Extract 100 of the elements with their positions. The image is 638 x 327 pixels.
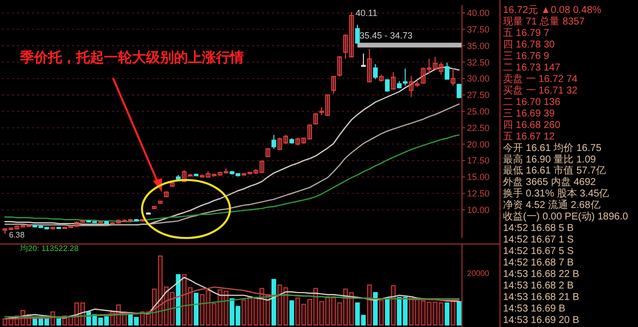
annotation: 40.11 xyxy=(355,8,378,18)
candlestick xyxy=(224,168,228,174)
y-tick-label: 10.00 xyxy=(467,204,490,215)
y-tick-label: 32.50 xyxy=(467,57,490,68)
bar xyxy=(456,301,462,326)
candlestick xyxy=(212,173,216,177)
annotation: 季价托，托起一轮大级别的上涨行情 xyxy=(19,49,244,65)
text: 最高 16.90 量比 1.09 xyxy=(503,153,596,166)
bar xyxy=(242,300,246,326)
candlestick xyxy=(343,34,348,60)
bar xyxy=(337,302,342,326)
candlestick xyxy=(414,80,420,88)
text: 三 16.76 9 xyxy=(503,51,550,62)
text: 14:52 16.67 1 S xyxy=(503,234,574,246)
bar xyxy=(277,284,282,326)
candlestick xyxy=(402,68,408,86)
candlestick xyxy=(355,24,360,44)
bar xyxy=(444,302,450,326)
bar xyxy=(56,318,62,326)
text: 二 16.73 147 xyxy=(503,62,561,74)
text: 五 16.79 7 xyxy=(503,28,550,40)
text: 14:53 16.68 21 B xyxy=(503,292,580,303)
candlestick xyxy=(295,137,300,146)
text: 14:53 16.68 2 B xyxy=(503,280,574,292)
y-tick-label: 37.50 xyxy=(467,24,490,34)
band-label: 35.45 - 34.73 xyxy=(359,30,412,41)
bar xyxy=(301,304,306,326)
text: 20000 xyxy=(467,268,490,278)
bar xyxy=(2,318,8,326)
text: 三 16.69 39 xyxy=(503,108,556,120)
bar xyxy=(200,294,204,326)
candlestick xyxy=(242,172,246,176)
candlestick xyxy=(62,226,68,230)
text: 14:52 16.68 7 B xyxy=(503,257,574,268)
candlestick xyxy=(14,225,20,230)
candlestick xyxy=(218,171,222,176)
text: 外盘 3665 内盘 4692 xyxy=(503,176,596,188)
candlestick xyxy=(420,66,426,84)
text: 现量 71 总量 8357 xyxy=(503,16,586,28)
text: 均20: 113522.28 xyxy=(19,244,80,253)
y-tick-label: 12.50 xyxy=(467,188,490,199)
candlestick xyxy=(170,182,175,188)
candlestick xyxy=(50,226,56,230)
line-series xyxy=(4,134,460,222)
candlestick xyxy=(390,71,396,90)
candlestick xyxy=(68,225,74,229)
text: 14:53 16.69 B xyxy=(503,303,566,314)
text: 收益(一) 0.00 PE(动) 1896.0 xyxy=(503,210,628,223)
line-series xyxy=(4,104,460,226)
candlestick xyxy=(254,168,258,174)
annotation: 6.38 xyxy=(8,230,26,240)
bar xyxy=(343,288,348,326)
candlestick xyxy=(367,48,372,83)
bar xyxy=(426,302,432,326)
text: 14:53 16.69 20 B xyxy=(503,314,580,326)
candlestick xyxy=(432,56,438,70)
candlestick xyxy=(80,220,85,224)
candlestick xyxy=(373,64,378,80)
text: 16.72元 ▲0.08 0.48% xyxy=(503,5,602,16)
candlestick xyxy=(325,94,330,116)
y-tick-label: 30.00 xyxy=(467,74,490,84)
bar xyxy=(212,303,216,326)
text: 净资 4.52 流通 2.68亿 xyxy=(503,199,600,212)
bar xyxy=(384,298,390,326)
text: 今开 16.61 均价 16.75 xyxy=(503,142,602,154)
bar xyxy=(438,302,444,326)
candlestick xyxy=(408,75,414,98)
text: 14:52 16.67 5 S xyxy=(503,246,574,257)
candlestick xyxy=(337,56,342,78)
candlestick xyxy=(20,224,26,228)
text: 卖盘 一 16.72 74 xyxy=(503,73,578,86)
bar xyxy=(289,300,294,326)
candlestick xyxy=(116,219,121,224)
candlestick xyxy=(307,124,312,140)
bar xyxy=(319,301,324,326)
bar xyxy=(254,298,258,326)
bar xyxy=(367,284,372,326)
candlestick xyxy=(74,221,80,228)
bar xyxy=(206,290,210,326)
bar xyxy=(349,292,354,326)
y-tick-label: 35.00 xyxy=(467,40,490,51)
bar xyxy=(158,256,163,326)
y-tick-label: 25.00 xyxy=(467,106,490,116)
bar xyxy=(224,290,228,326)
bar xyxy=(248,296,252,326)
candlestick xyxy=(331,75,336,94)
y-tick-label: 17.50 xyxy=(467,156,490,166)
candlestick xyxy=(384,78,390,92)
candlestick xyxy=(188,173,193,177)
candlestick xyxy=(26,224,32,228)
candlestick xyxy=(313,112,318,125)
bar xyxy=(414,298,420,326)
candlestick xyxy=(122,219,127,222)
candlestick xyxy=(438,62,444,76)
candlestick xyxy=(349,12,354,58)
text: 14:53 16.68 22 B xyxy=(503,268,580,280)
candlestick xyxy=(361,53,366,68)
candlestick xyxy=(200,174,204,178)
bar xyxy=(188,287,193,326)
bar xyxy=(331,296,336,326)
